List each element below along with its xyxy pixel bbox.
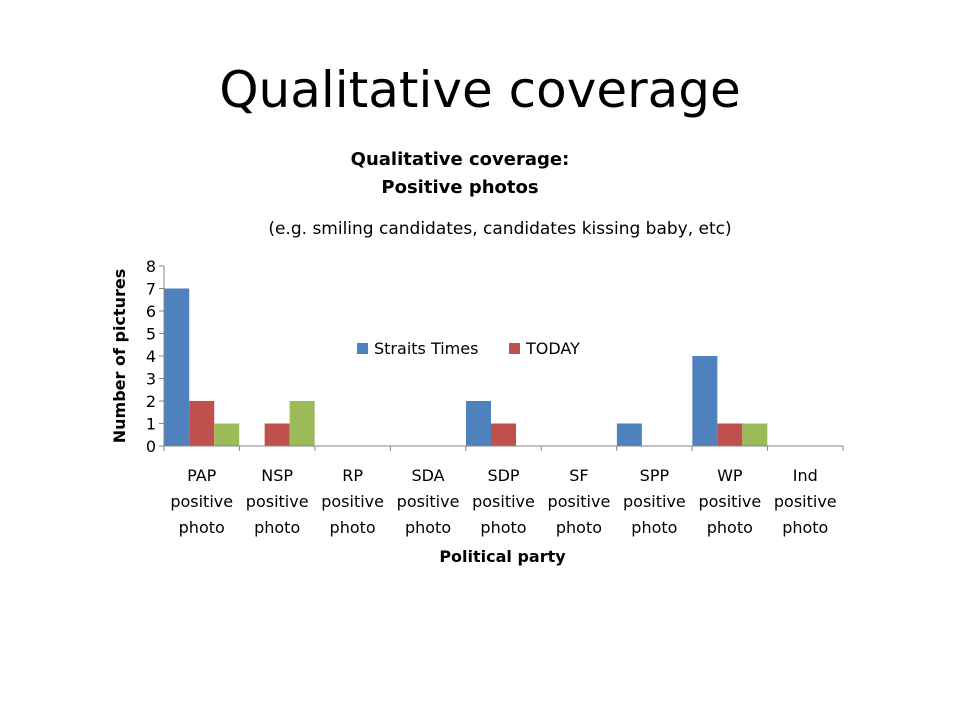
y-tick-label: 3 [146, 370, 156, 389]
x-tick-label: photo [556, 518, 602, 537]
y-tick-label: 6 [146, 302, 156, 321]
y-tick-label: 8 [146, 257, 156, 276]
bar-series1-cat7 [616, 423, 642, 446]
slide-title: Qualitative coverage [219, 61, 741, 119]
chart-title-line-2: Positive photos [381, 177, 539, 198]
bar-series2-cat8 [717, 423, 743, 446]
x-tick-label: positive [397, 492, 460, 511]
x-tick-label: positive [623, 492, 686, 511]
bar-series3-cat1 [214, 423, 240, 446]
y-tick-label: 1 [146, 415, 156, 434]
x-tick-label: positive [548, 492, 611, 511]
x-tick-label: photo [330, 518, 376, 537]
legend-swatch-2 [509, 343, 520, 354]
bar-series2-cat1 [189, 401, 215, 446]
bar-series2-cat5 [491, 423, 516, 446]
y-tick-label: 5 [146, 325, 156, 344]
x-tick-label: positive [321, 492, 384, 511]
x-tick-label: PAP [187, 466, 217, 485]
legend-label-1: Straits Times [374, 339, 478, 358]
x-tick-label: SPP [640, 466, 670, 485]
x-tick-label: positive [246, 492, 309, 511]
chart-subtitle: (e.g. smiling candidates, candidates kis… [268, 219, 732, 239]
y-tick-label: 2 [146, 392, 156, 411]
x-tick-label: photo [179, 518, 225, 537]
x-tick-label: SDA [411, 466, 444, 485]
y-tick-label: 7 [146, 280, 156, 299]
x-tick-label: photo [631, 518, 677, 537]
chart-title: Qualitative coverage: Positive photos [260, 146, 660, 202]
x-tick-label: RP [342, 466, 363, 485]
bar-series1-cat5 [466, 401, 491, 446]
bar-series1-cat8 [692, 356, 718, 446]
bar-series2-cat2 [264, 423, 290, 446]
x-tick-label: positive [170, 492, 233, 511]
x-tick-label: photo [480, 518, 526, 537]
x-tick-label: positive [774, 492, 837, 511]
y-tick-label: 0 [146, 437, 156, 456]
x-tick-label: photo [254, 518, 300, 537]
bar-series3-cat2 [289, 401, 315, 446]
legend-label-2: TODAY [525, 339, 580, 358]
x-axis-title: Political party [439, 547, 566, 566]
bar-series1-cat1 [164, 288, 190, 446]
y-tick-label: 4 [146, 347, 156, 366]
x-tick-label: photo [405, 518, 451, 537]
y-axis-title: Number of pictures [110, 269, 129, 443]
x-tick-label: SF [569, 466, 588, 485]
legend-swatch-1 [357, 343, 368, 354]
x-tick-label: positive [698, 492, 761, 511]
x-tick-label: positive [472, 492, 535, 511]
chart-title-line-1: Qualitative coverage: [350, 149, 570, 170]
x-tick-label: SDP [487, 466, 519, 485]
x-tick-label: photo [707, 518, 753, 537]
x-tick-label: photo [782, 518, 828, 537]
x-tick-label: WP [717, 466, 743, 485]
x-tick-label: NSP [261, 466, 293, 485]
x-tick-label: Ind [793, 466, 818, 485]
bar-series3-cat8 [742, 423, 768, 446]
